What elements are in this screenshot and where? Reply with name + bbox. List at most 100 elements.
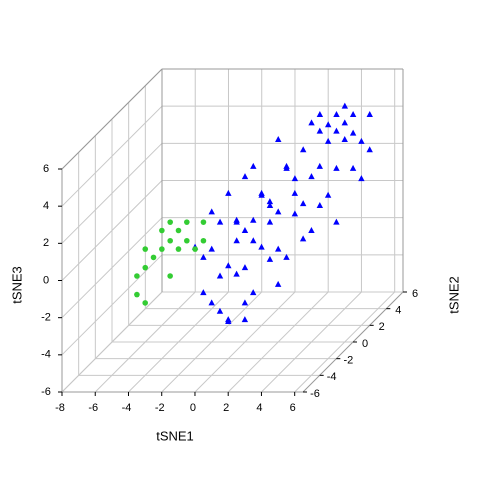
point — [341, 102, 349, 109]
point — [266, 198, 274, 205]
point — [266, 202, 274, 208]
point — [241, 316, 249, 323]
x-tick-label: 2 — [223, 402, 229, 414]
y-tick-label: -6 — [310, 388, 320, 400]
point — [225, 189, 232, 196]
point — [316, 111, 324, 117]
point — [349, 164, 357, 171]
point — [299, 200, 307, 207]
point — [250, 216, 257, 223]
point — [333, 127, 340, 134]
z-axis-title: tSNE3 — [9, 266, 24, 304]
point — [366, 146, 373, 153]
y-tick-label: 0 — [362, 338, 368, 350]
y-tick-label: -2 — [343, 355, 353, 367]
point — [333, 218, 340, 225]
point — [300, 146, 307, 153]
point — [325, 121, 332, 128]
grid-line — [61, 291, 163, 393]
point — [366, 111, 373, 117]
point — [333, 164, 340, 171]
point — [216, 218, 224, 225]
point — [200, 237, 207, 244]
point — [208, 208, 215, 215]
point — [266, 255, 274, 262]
point — [316, 162, 323, 169]
grid-line — [61, 217, 163, 319]
point — [283, 253, 290, 260]
z-tick-label: 4 — [43, 200, 49, 212]
point — [250, 237, 257, 244]
z-tick-label: 0 — [43, 274, 49, 286]
point — [134, 273, 140, 279]
point — [258, 189, 265, 196]
y-axis-title: tSNE2 — [446, 276, 461, 314]
x-tick-label: 0 — [190, 402, 196, 414]
grid-line — [61, 105, 163, 207]
point — [134, 291, 140, 298]
grid-line — [61, 254, 163, 356]
point — [233, 270, 240, 277]
y-tick-label: 6 — [412, 288, 418, 300]
point — [167, 273, 173, 279]
point — [208, 299, 215, 306]
point — [159, 246, 165, 252]
point — [316, 127, 324, 134]
point — [308, 173, 315, 180]
point — [308, 227, 315, 233]
point — [274, 280, 282, 287]
point — [299, 235, 307, 242]
point — [324, 137, 332, 144]
x-tick-label: -2 — [155, 402, 165, 414]
point — [142, 300, 148, 306]
point — [291, 210, 299, 217]
point — [200, 289, 207, 296]
z-tick-label: 2 — [43, 237, 49, 249]
point — [358, 175, 365, 182]
point — [142, 246, 149, 252]
point — [200, 253, 207, 260]
point — [341, 119, 348, 126]
point — [225, 318, 232, 324]
x-tick-label: -6 — [88, 402, 98, 414]
point — [316, 202, 324, 208]
point — [241, 227, 249, 233]
point — [275, 136, 282, 142]
z-tick-label: -2 — [41, 312, 51, 324]
x-tick-label: 6 — [290, 402, 296, 414]
grid-line — [61, 142, 163, 244]
point — [167, 237, 173, 244]
y-tick-label: 4 — [395, 305, 401, 317]
point — [258, 243, 265, 250]
point — [291, 189, 299, 196]
point — [250, 289, 257, 296]
point — [283, 162, 290, 169]
points — [134, 102, 373, 324]
point — [175, 227, 182, 234]
z-tick-label: -4 — [41, 349, 51, 361]
point — [142, 264, 149, 271]
x-tick-label: -4 — [122, 402, 132, 414]
point — [233, 237, 240, 244]
x-tick-label: 4 — [256, 402, 262, 414]
y-tick-label: -4 — [327, 371, 337, 383]
point — [341, 136, 348, 142]
grid-line — [61, 180, 163, 281]
point — [150, 254, 157, 261]
point — [184, 219, 190, 225]
point — [250, 162, 257, 169]
point — [208, 245, 215, 252]
x-tick-label: -8 — [55, 402, 65, 414]
point — [225, 262, 232, 269]
point — [324, 191, 332, 198]
box-edge — [61, 68, 163, 170]
point — [167, 219, 173, 225]
point — [358, 137, 365, 144]
point — [349, 129, 357, 136]
point — [308, 119, 315, 126]
point — [216, 272, 224, 279]
point — [200, 219, 207, 225]
